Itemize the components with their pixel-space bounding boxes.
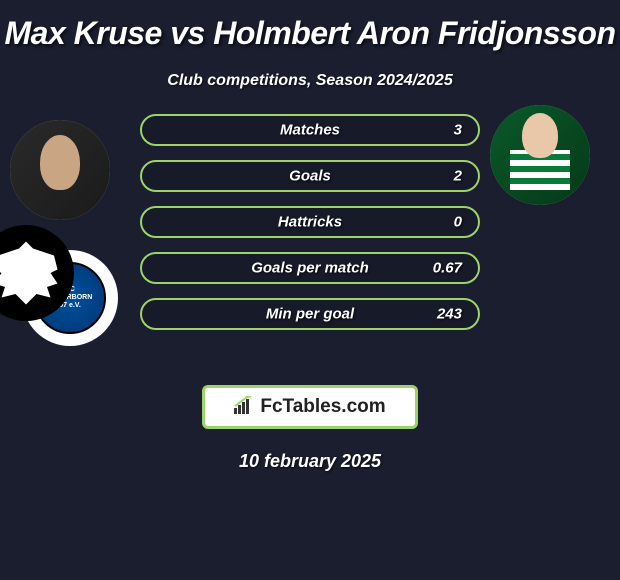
stats-bars: Matches 3 Goals 2 Hattricks 0 Goals per …	[140, 114, 480, 344]
stat-bar: Goals per match 0.67	[140, 252, 480, 284]
site-logo[interactable]: FcTables.com	[202, 385, 418, 429]
player-right-face-placeholder	[490, 105, 590, 205]
stat-value: 3	[454, 122, 462, 139]
stat-bar: Matches 3	[140, 114, 480, 146]
player-left-face-placeholder	[10, 120, 110, 220]
stat-bar: Goals 2	[140, 160, 480, 192]
stat-label: Matches	[280, 122, 340, 139]
comparison-content: SC PADERBORN 07 e.V. Matches 3 Goals 2 H…	[0, 120, 620, 360]
munster-eagle-icon	[0, 238, 61, 308]
stat-value: 243	[437, 306, 462, 323]
site-name: FcTables.com	[260, 396, 385, 418]
stat-label: Min per goal	[266, 306, 354, 323]
stat-bar: Hattricks 0	[140, 206, 480, 238]
stat-label: Goals	[289, 168, 331, 185]
stat-label: Hattricks	[278, 214, 342, 231]
player-right-avatar	[490, 105, 590, 205]
date-label: 10 february 2025	[0, 451, 620, 472]
chart-icon	[234, 396, 254, 419]
stat-value: 0	[454, 214, 462, 231]
subtitle: Club competitions, Season 2024/2025	[0, 72, 620, 90]
stat-value: 2	[454, 168, 462, 185]
stat-bar: Min per goal 243	[140, 298, 480, 330]
comparison-card: Max Kruse vs Holmbert Aron Fridjonsson C…	[0, 0, 620, 472]
player-left-avatar	[10, 120, 110, 220]
stat-value: 0.67	[433, 260, 462, 277]
stat-label: Goals per match	[251, 260, 369, 277]
page-title: Max Kruse vs Holmbert Aron Fridjonsson	[0, 10, 620, 57]
